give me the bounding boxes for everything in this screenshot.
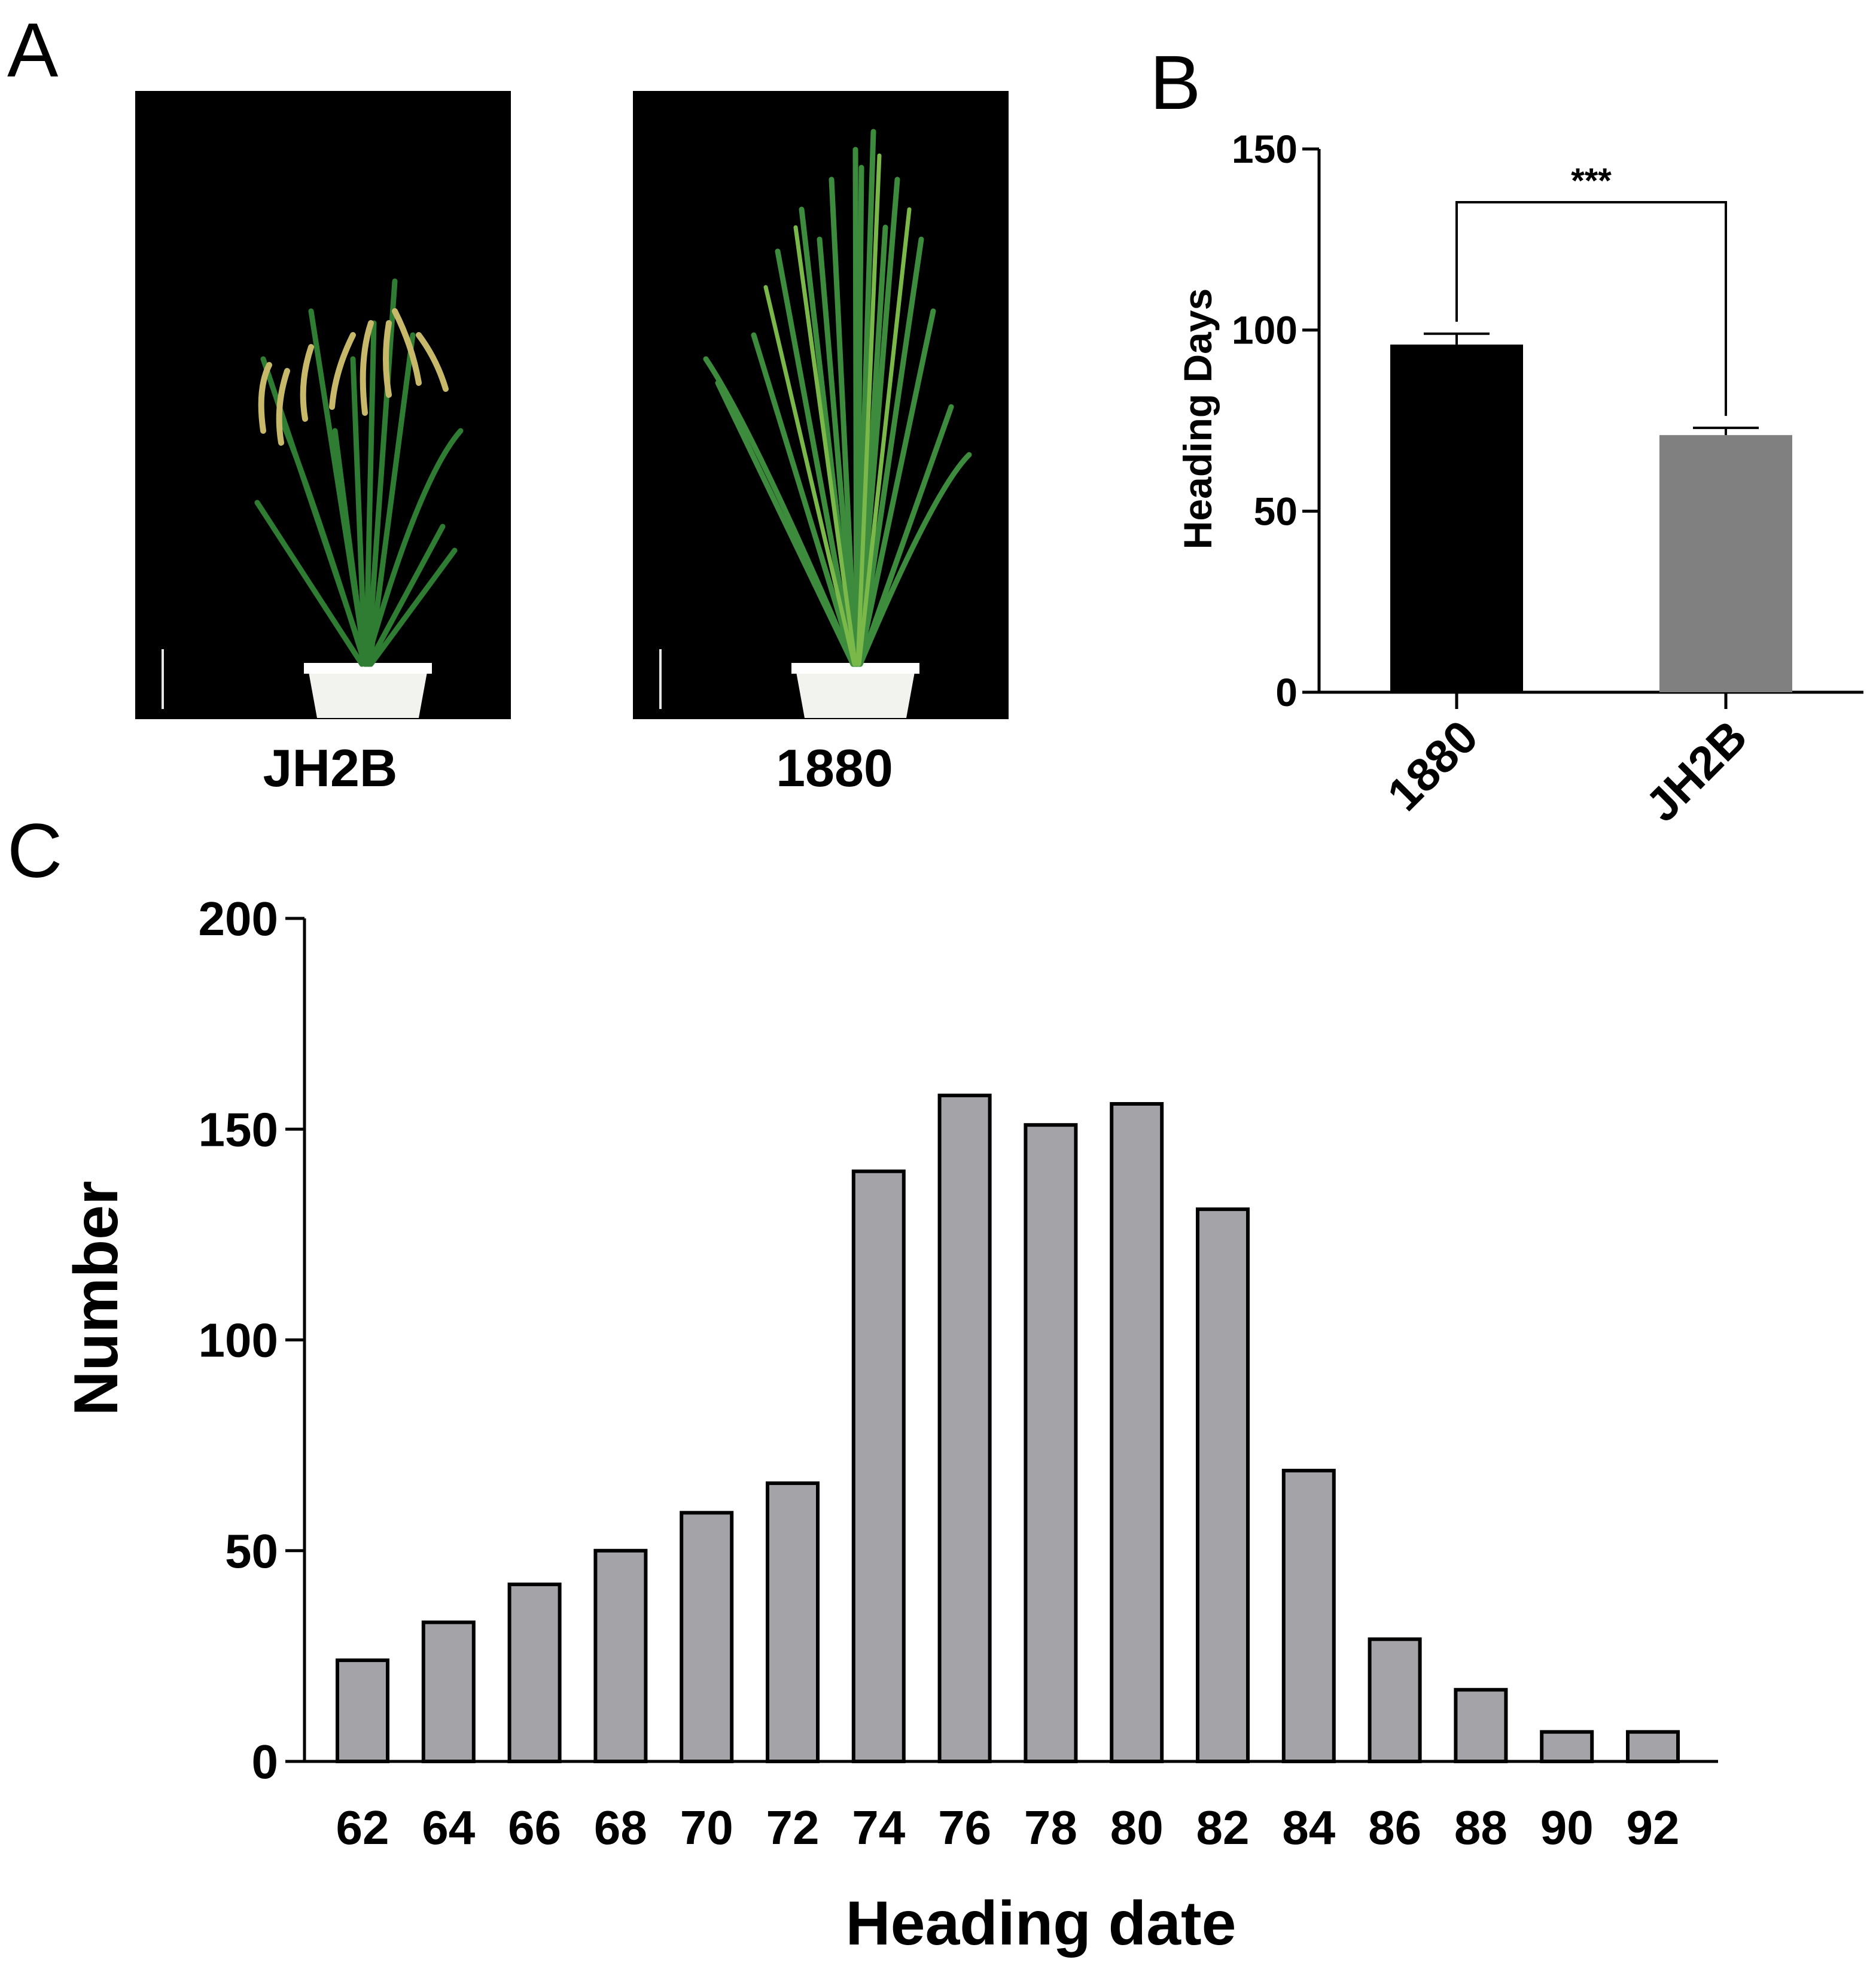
chart-b-y-tick-label: 100	[1232, 308, 1298, 352]
chart-c-x-tick-label: 68	[594, 1801, 647, 1854]
panel-a-letter: A	[7, 8, 59, 93]
chart-c-x-tick-label: 64	[422, 1801, 475, 1854]
chart-c-bar	[1024, 1123, 1078, 1763]
chart-c-bar	[336, 1658, 389, 1763]
chart-c-bar	[1626, 1730, 1680, 1764]
chart-c-y-axis-title: Number	[62, 1181, 131, 1416]
photo-jh2b	[135, 91, 511, 719]
chart-c-x-tick-label: 66	[508, 1801, 561, 1854]
chart-c-y-tick-label: 100	[199, 1314, 278, 1367]
chart-b-y-tick-label: 0	[1275, 670, 1298, 714]
chart-c-bar	[766, 1481, 820, 1764]
chart-b-y-tick-label: 150	[1232, 127, 1298, 171]
chart-b-x-tick-label: 1880	[1377, 710, 1488, 821]
chart-c-bar	[1540, 1730, 1594, 1764]
chart-c-x-tick-label: 72	[766, 1801, 820, 1854]
chart-c-bar	[1196, 1207, 1250, 1763]
chart-b-significance-bracket	[1455, 201, 1727, 416]
chart-c-bar	[507, 1583, 562, 1764]
photo-label-1880: 1880	[776, 738, 893, 798]
chart-b-bar	[1659, 435, 1792, 692]
chart-c-x-tick-label: 80	[1110, 1801, 1164, 1854]
chart-c-y-tick-label: 0	[252, 1735, 279, 1788]
panel-c-letter: C	[7, 808, 62, 894]
chart-c-y-tick-label: 150	[199, 1103, 278, 1156]
chart-c-x-tick-label: 70	[680, 1801, 733, 1854]
photo-1880	[633, 91, 1009, 719]
chart-c-x-tick-label: 76	[938, 1801, 991, 1854]
chart-c-y-tick-label: 200	[199, 892, 278, 945]
chart-c-x-tick-label: 62	[336, 1801, 389, 1854]
chart-b-x-tick-label: JH2B	[1636, 710, 1757, 832]
chart-b-significance-label: ***	[1571, 162, 1612, 200]
photo-label-jh2b: JH2B	[263, 738, 398, 798]
chart-c-x-tick-label: 84	[1282, 1801, 1335, 1854]
chart-c-bar	[1368, 1637, 1422, 1764]
chart-c-bar	[680, 1511, 734, 1763]
chart-c-x-tick-label: 90	[1540, 1801, 1594, 1854]
chart-b: Heading Days *** 0 50 100 150 1880 JH2B	[1175, 127, 1863, 832]
chart-c-x-tick-label: 78	[1024, 1801, 1077, 1854]
chart-c-bar	[1110, 1101, 1164, 1763]
panel-b-letter: B	[1150, 40, 1201, 126]
chart-c-bar	[937, 1093, 992, 1763]
chart-c-bar	[1281, 1468, 1336, 1764]
chart-c-x-axis-title: Heading date	[846, 1889, 1237, 1958]
chart-b-bar	[1390, 344, 1523, 692]
chart-c-x-tick-label: 82	[1196, 1801, 1250, 1854]
chart-c-bar	[1454, 1688, 1508, 1764]
chart-c-x-tick-label: 86	[1368, 1801, 1421, 1854]
chart-c: Heading date Number 0 50 100 150 200 62 64 66 68…	[62, 892, 1718, 1958]
chart-c-x-tick-label: 92	[1627, 1801, 1680, 1854]
chart-c-bar	[593, 1548, 648, 1763]
chart-c-x-tick-label: 74	[852, 1801, 905, 1854]
chart-c-x-tick-label: 88	[1454, 1801, 1508, 1854]
chart-c-y-tick-label: 50	[225, 1524, 278, 1578]
chart-b-y-axis-title: Heading Days	[1175, 288, 1220, 549]
chart-b-y-tick-label: 50	[1254, 489, 1298, 533]
chart-c-bar	[421, 1620, 476, 1763]
chart-c-bar	[851, 1169, 906, 1763]
